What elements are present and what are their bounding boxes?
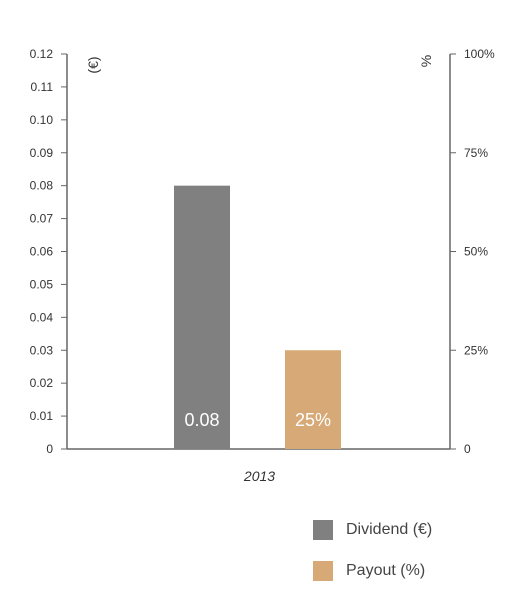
left-tick-label: 0.07 — [30, 212, 54, 226]
data-label-payout: 25% — [295, 410, 331, 430]
left-axis-ticks: 0 0.01 0.02 0.03 0.04 0.05 0.06 0.07 0.08 0.09 0.1… — [30, 47, 67, 456]
left-axis-unit-label: (€) — [85, 56, 101, 73]
left-tick-label: 0.05 — [30, 277, 54, 291]
left-tick-label: 0.04 — [30, 310, 54, 324]
left-tick-label: 0.03 — [30, 343, 54, 357]
right-tick-label: 25% — [464, 343, 488, 357]
right-axis-unit-label: % — [418, 55, 434, 67]
left-tick-label: 0.12 — [30, 47, 54, 61]
right-tick-label: 50% — [464, 245, 488, 259]
bars: 0.08 25% — [174, 185, 341, 449]
legend: Dividend (€) Payout (%) — [313, 520, 432, 602]
data-label-dividend: 0.08 — [184, 410, 219, 430]
bar-payout-2013 — [285, 350, 341, 449]
left-tick-label: 0.09 — [30, 146, 54, 160]
legend-item-dividend: Dividend (€) — [313, 520, 432, 540]
left-tick-label: 0 — [46, 442, 53, 456]
left-tick-label: 0.01 — [30, 409, 54, 423]
right-tick-label: 0 — [464, 442, 471, 456]
left-tick-label: 0.10 — [30, 113, 54, 127]
legend-swatch-payout — [313, 561, 333, 581]
legend-label-dividend: Dividend (€) — [346, 521, 433, 538]
legend-swatch-dividend — [313, 520, 333, 540]
right-tick-label: 100% — [464, 47, 495, 61]
left-tick-label: 0.11 — [31, 80, 54, 94]
right-axis-ticks: 0 25% 50% 75% 100% — [450, 47, 495, 456]
legend-item-payout: Payout (%) — [313, 561, 432, 581]
bar-dividend-2013 — [174, 185, 230, 449]
left-tick-label: 0.08 — [30, 179, 54, 193]
right-tick-label: 75% — [464, 146, 488, 160]
category-label: 2013 — [243, 468, 275, 484]
legend-label-payout: Payout (%) — [346, 562, 426, 579]
left-tick-label: 0.06 — [30, 245, 54, 259]
left-tick-label: 0.02 — [30, 376, 54, 390]
